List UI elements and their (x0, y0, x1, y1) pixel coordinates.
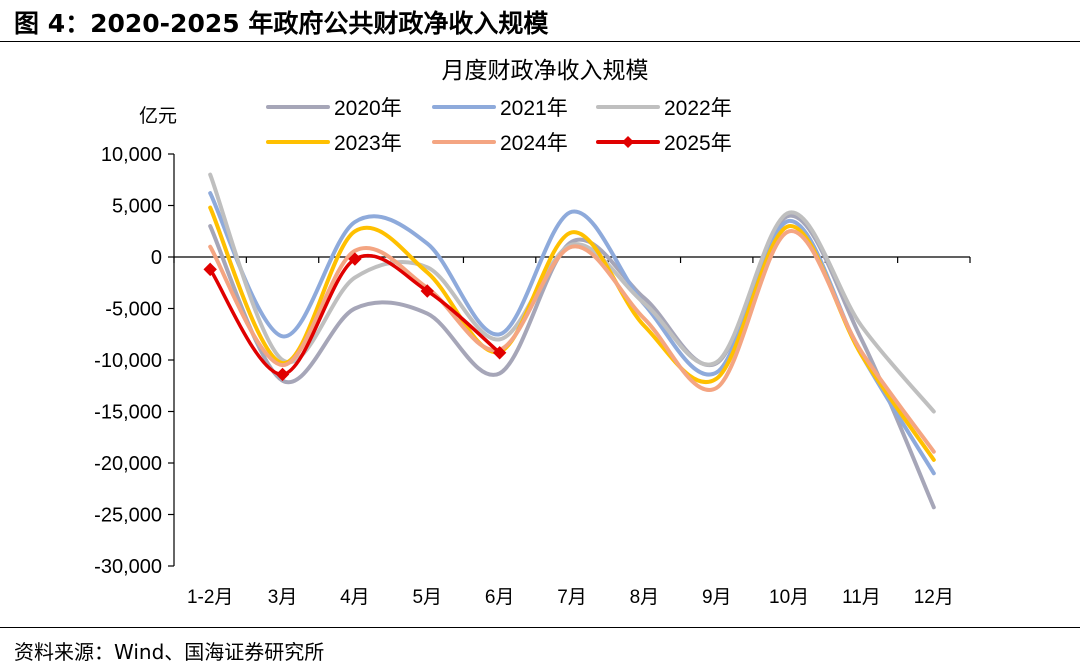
series-point-marker (420, 284, 434, 298)
y-tick-label: -20,000 (94, 453, 162, 475)
figure-title: 图 4：2020-2025 年政府公共财政净收入规模 (14, 9, 549, 38)
x-tick-label: 1-2月 (187, 587, 233, 608)
y-tick-label: 5,000 (112, 196, 162, 218)
x-tick-label: 11月 (842, 587, 881, 608)
series-point-marker (275, 367, 290, 382)
series-line-5 (208, 229, 936, 454)
y-axis-unit-label: 亿元 (139, 105, 177, 127)
legend-label: 2025年 (664, 132, 732, 155)
x-tick-label: 7月 (557, 587, 587, 608)
source-note: 资料来源：Wind、国海证券研究所 (14, 640, 325, 664)
y-tick-label: -15,000 (94, 402, 162, 424)
x-tick-label: 3月 (268, 587, 298, 608)
axes: 10,000 5,000 0 -5,000 -10,000 -15,000 -20,000 -… (94, 144, 971, 608)
x-tick-label: 10月 (769, 587, 809, 608)
y-tick-label: -10,000 (94, 350, 162, 372)
x-tick-label: 8月 (630, 587, 660, 608)
x-tick-label: 6月 (485, 587, 515, 608)
y-tick-label: -25,000 (94, 505, 162, 527)
legend-label: 2022年 (664, 97, 732, 120)
series-point-marker (203, 262, 217, 277)
y-tick-label: 0 (151, 247, 162, 269)
legend: 2020年 2021年 2022年 2023年 2024年 2025年 (266, 97, 732, 155)
series-point-marker (348, 252, 362, 266)
legend-label: 2021年 (500, 97, 568, 120)
legend-label: 2024年 (500, 132, 568, 155)
x-tick-label: 12月 (914, 587, 954, 608)
x-tick-label: 5月 (412, 587, 442, 608)
legend-marker (622, 136, 634, 148)
y-tick-label: -30,000 (94, 556, 162, 578)
x-tick-label: 9月 (702, 587, 732, 608)
series-lines (203, 172, 936, 510)
legend-label: 2020年 (334, 97, 402, 120)
y-tick-label: -5,000 (105, 299, 162, 321)
x-tick-label: 4月 (340, 587, 370, 608)
chart-title: 月度财政净收入规模 (442, 57, 649, 83)
series-line-6 (208, 253, 502, 377)
series-point-marker (492, 346, 507, 360)
legend-label: 2023年 (334, 132, 402, 155)
bottom-rule (0, 627, 1080, 628)
top-rule (0, 41, 1080, 42)
y-tick-label: 10,000 (101, 144, 162, 166)
series-line-3 (208, 172, 936, 414)
